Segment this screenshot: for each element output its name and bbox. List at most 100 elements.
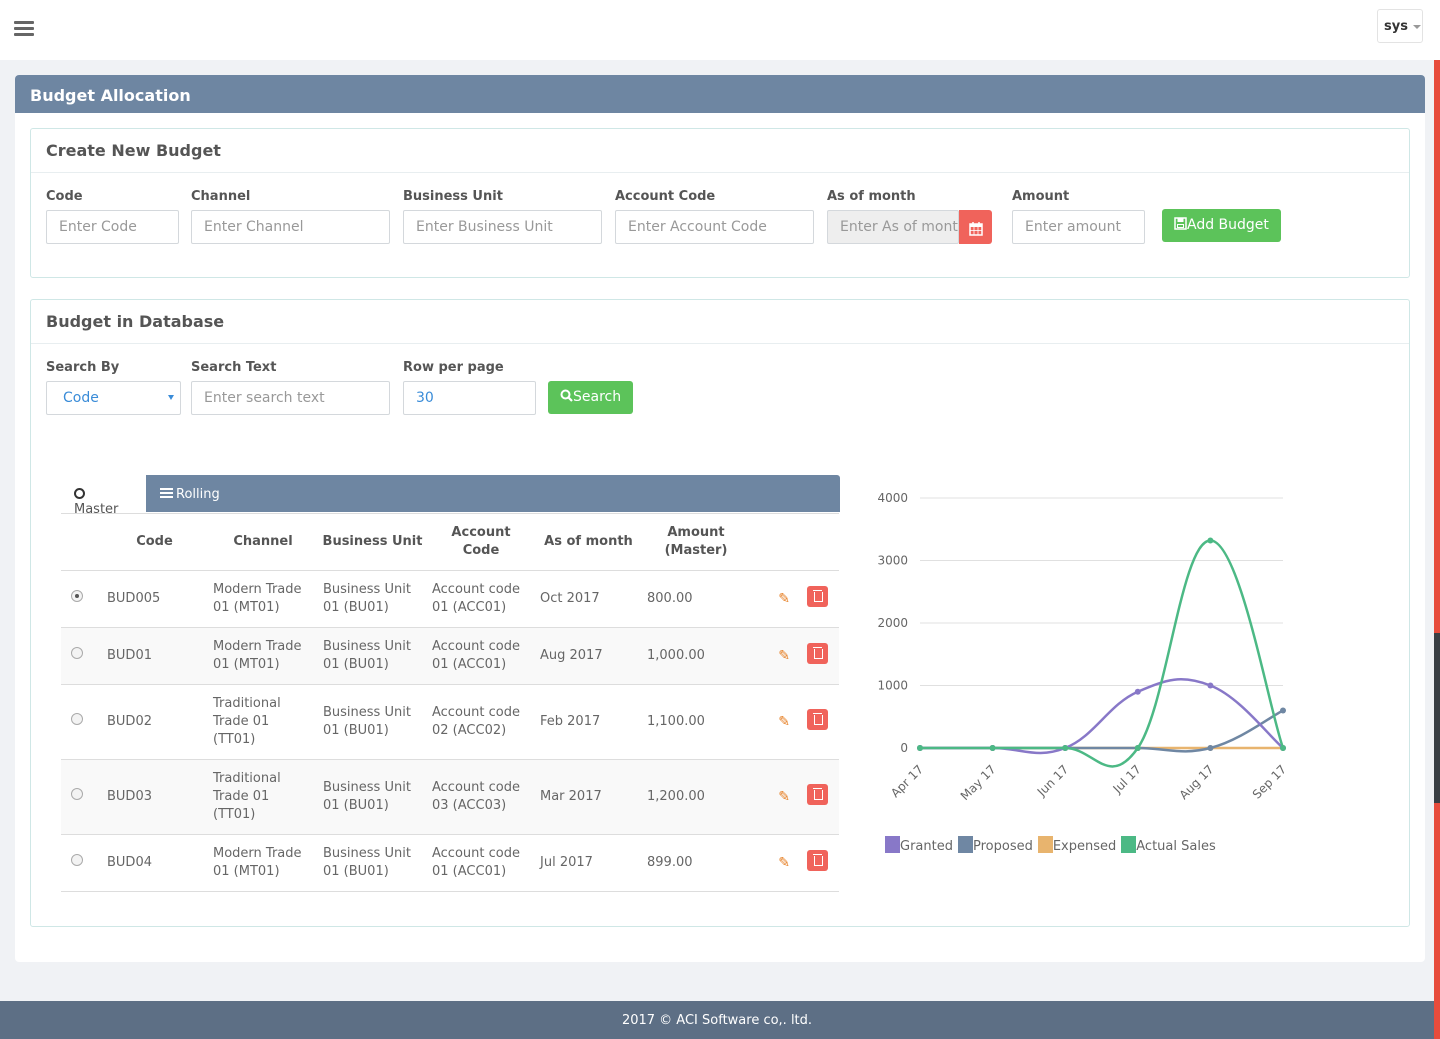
data-point (1134, 745, 1141, 751)
edit-cell: ✎ (750, 834, 795, 892)
delete-cell (795, 684, 839, 760)
delete-button[interactable] (806, 849, 828, 871)
legend-item[interactable]: Expensed (1037, 836, 1116, 854)
create-budget-title: Create New Budget (31, 129, 1409, 173)
search-text-input[interactable]: Enter search text (191, 381, 390, 415)
legend-item[interactable]: Granted (885, 836, 953, 854)
as-of-month-input[interactable]: Enter As of mont (827, 210, 959, 244)
search-label: Search (573, 389, 622, 405)
edit-cell: ✎ (750, 759, 795, 835)
code-label: Code (46, 189, 83, 204)
row-select-cell[interactable] (61, 627, 101, 685)
row-radio[interactable] (71, 590, 83, 602)
legend-swatch (1121, 836, 1137, 853)
header-account-code[interactable]: Account Code (427, 513, 535, 571)
create-budget-box: Create New Budget (30, 128, 1410, 278)
header-code[interactable]: Code (101, 513, 208, 571)
scrollbar-thumb[interactable] (1434, 633, 1440, 803)
delete-button[interactable] (806, 642, 828, 664)
search-button[interactable]: Search (548, 381, 634, 414)
amount-cell: 1,000.00 (642, 627, 750, 685)
search-by-label: Search By (46, 360, 120, 375)
header-as-of-month[interactable]: As of month (535, 513, 642, 571)
calendar-button[interactable] (959, 210, 992, 244)
view-tabs: Master Rolling (60, 475, 840, 517)
delete-cell (795, 627, 839, 685)
amount-cell: 1,100.00 (642, 684, 750, 760)
table-row[interactable]: BUD04 Modern Trade 01 (MT01) Business Un… (61, 834, 839, 892)
user-name: sys (1384, 19, 1408, 34)
code-cell: BUD04 (101, 834, 208, 892)
header-amount[interactable]: Amount (Master) (642, 513, 750, 571)
edit-icon[interactable]: ✎ (778, 713, 790, 730)
data-point (1207, 745, 1214, 751)
amount-input[interactable]: Enter amount (1012, 210, 1145, 244)
business-unit-input[interactable]: Enter Business Unit (403, 210, 602, 244)
user-menu-button[interactable]: sys (1377, 9, 1423, 43)
legend-swatch (957, 836, 973, 853)
search-icon (560, 389, 573, 402)
channel-label: Channel (191, 189, 251, 204)
menu-icon[interactable] (14, 21, 34, 37)
top-bar: sys (0, 0, 1440, 60)
account-code-cell: Account code 01 (ACC01) (427, 627, 535, 685)
legend-item[interactable]: Actual Sales (1121, 836, 1216, 854)
data-point (1134, 688, 1141, 695)
amount-label: Amount (1012, 189, 1070, 204)
legend-swatch (885, 836, 900, 853)
series-line (920, 539, 1285, 768)
row-per-page-input[interactable]: 30 (403, 381, 536, 415)
edit-icon[interactable]: ✎ (778, 590, 790, 607)
header-channel[interactable]: Channel (208, 513, 318, 571)
edit-icon[interactable]: ✎ (778, 647, 790, 664)
y-tick-label: 0 (900, 741, 908, 755)
row-radio[interactable] (71, 647, 83, 659)
delete-button[interactable] (806, 783, 828, 805)
search-by-select[interactable]: Code (46, 381, 181, 415)
code-input[interactable]: Enter Code (46, 210, 179, 244)
amount-cell: 899.00 (642, 834, 750, 892)
row-select-cell[interactable] (61, 570, 101, 628)
table-row[interactable]: BUD02 Traditional Trade 01 (TT01) Busine… (61, 684, 839, 760)
data-point (1062, 745, 1069, 751)
add-budget-label: Add Budget (1187, 217, 1269, 233)
row-radio[interactable] (71, 854, 83, 866)
delete-button[interactable] (806, 708, 828, 730)
account-code-input[interactable]: Enter Account Code (615, 210, 814, 244)
legend-label: Granted (900, 839, 953, 854)
row-select-cell[interactable] (61, 759, 101, 835)
edit-icon[interactable]: ✎ (778, 788, 790, 805)
row-select-cell[interactable] (61, 834, 101, 892)
business-unit-cell: Business Unit 01 (BU01) (318, 759, 427, 835)
table-row[interactable]: BUD01 Modern Trade 01 (MT01) Business Un… (61, 627, 839, 685)
code-cell: BUD01 (101, 627, 208, 685)
table-row[interactable]: BUD005 Modern Trade 01 (MT01) Business U… (61, 570, 839, 628)
row-per-page-label: Row per page (403, 360, 504, 375)
legend-label: Actual Sales (1136, 839, 1216, 854)
series-line (920, 709, 1284, 753)
scrollbar[interactable] (1434, 60, 1440, 1039)
add-budget-button[interactable]: Add Budget (1162, 209, 1281, 242)
budget-database-title: Budget in Database (31, 300, 1409, 344)
delete-header (795, 513, 839, 571)
footer: 2017 © ACI Software co,. ltd. (0, 1001, 1434, 1039)
header-business-unit[interactable]: Business Unit (318, 513, 427, 571)
tab-rolling[interactable]: Rolling (146, 475, 246, 512)
row-radio[interactable] (71, 713, 83, 725)
delete-cell (795, 759, 839, 835)
list-icon (160, 488, 173, 498)
row-select-cell[interactable] (61, 684, 101, 760)
edit-header (750, 513, 795, 571)
legend-item[interactable]: Proposed (957, 836, 1033, 854)
row-radio[interactable] (71, 788, 83, 800)
code-cell: BUD005 (101, 570, 208, 628)
amount-cell: 800.00 (642, 570, 750, 628)
edit-icon[interactable]: ✎ (778, 854, 790, 871)
tab-master[interactable]: Master (60, 475, 146, 517)
table-row[interactable]: BUD03 Traditional Trade 01 (TT01) Busine… (61, 759, 839, 835)
business-unit-cell: Business Unit 01 (BU01) (318, 684, 427, 760)
data-point (1207, 537, 1214, 544)
channel-input[interactable]: Enter Channel (191, 210, 390, 244)
delete-button[interactable] (806, 585, 828, 607)
